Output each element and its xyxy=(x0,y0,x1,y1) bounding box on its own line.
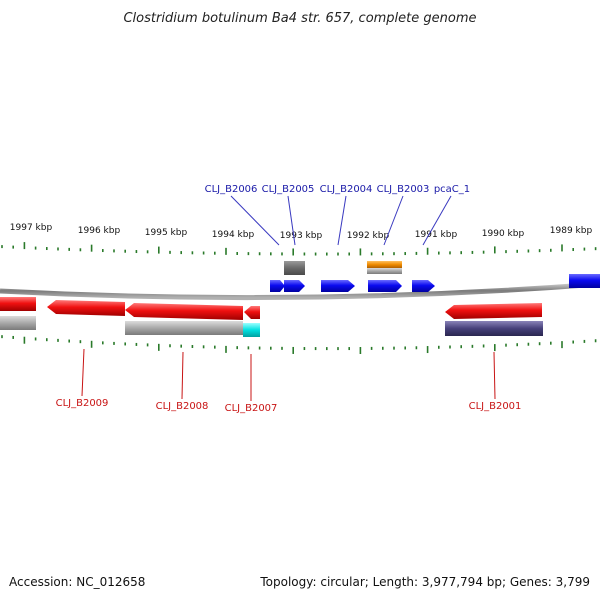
leader-b2001 xyxy=(493,351,496,400)
gene-arrow-right-edge[interactable] xyxy=(569,274,600,288)
kbp-label-1993: 1993 kbp xyxy=(280,231,323,241)
outer-tick-row xyxy=(1,242,597,256)
leader-b2004 xyxy=(337,195,347,246)
leader-b2008 xyxy=(181,351,184,400)
kbp-label-1991: 1991 kbp xyxy=(415,230,458,240)
label-b2004[interactable]: CLJ_B2004 xyxy=(320,184,373,195)
accession-text: Accession: NC_012658 xyxy=(9,575,145,589)
kbp-label-1989: 1989 kbp xyxy=(550,226,593,236)
bottom-gene-labels: CLJ_B2009 CLJ_B2008 CLJ_B2007 CLJ_B2001 xyxy=(56,398,522,414)
gene-arrow-b2008[interactable] xyxy=(125,303,243,320)
kbp-label-1996: 1996 kbp xyxy=(78,226,121,236)
gene-arrow-b2001[interactable] xyxy=(445,303,542,319)
leader-b2003 xyxy=(383,195,404,246)
gray-feature-b2008[interactable] xyxy=(125,321,243,335)
leader-b2009 xyxy=(81,348,85,397)
kbp-label-1990: 1990 kbp xyxy=(482,229,525,239)
gene-arrow-b2004[interactable] xyxy=(321,280,355,292)
leader-b2006 xyxy=(230,195,280,246)
kbp-labels: 1997 kbp 1996 kbp 1995 kbp 1994 kbp 1993… xyxy=(10,223,593,241)
gene-arrow-b2006[interactable] xyxy=(270,280,285,292)
map-title: Clostridium botulinum Ba4 str. 657, comp… xyxy=(123,11,476,26)
label-b2005[interactable]: CLJ_B2005 xyxy=(262,184,315,195)
gene-arrow-b2007[interactable] xyxy=(244,306,260,319)
reverse-features xyxy=(0,297,543,337)
label-b2003[interactable]: CLJ_B2003 xyxy=(377,184,430,195)
label-b2006[interactable]: CLJ_B2006 xyxy=(205,184,258,195)
top-gene-labels: CLJ_B2006 CLJ_B2005 CLJ_B2004 CLJ_B2003 … xyxy=(205,184,471,195)
label-b2007[interactable]: CLJ_B2007 xyxy=(225,403,278,414)
topology-summary: Topology: circular; Length: 3,977,794 bp… xyxy=(259,575,590,589)
kbp-label-1995: 1995 kbp xyxy=(145,228,188,238)
forward-features xyxy=(270,261,600,292)
leader-b2005 xyxy=(287,195,296,246)
top-label-leaders xyxy=(230,195,452,246)
label-pcac1[interactable]: pcaC_1 xyxy=(434,184,470,195)
gene-arrow-left-edge[interactable] xyxy=(0,297,36,311)
dark-gray-feature[interactable] xyxy=(284,261,305,275)
orange-feature[interactable] xyxy=(367,261,402,268)
kbp-label-1994: 1994 kbp xyxy=(212,230,255,240)
label-b2009[interactable]: CLJ_B2009 xyxy=(56,398,109,409)
genome-backbone xyxy=(0,281,600,301)
gene-arrow-b2005[interactable] xyxy=(284,280,305,292)
gene-arrow-b2003[interactable] xyxy=(368,280,402,292)
kbp-label-1992: 1992 kbp xyxy=(347,231,390,241)
label-b2008[interactable]: CLJ_B2008 xyxy=(156,401,209,412)
navy-feature[interactable] xyxy=(445,321,543,336)
cyan-feature[interactable] xyxy=(243,323,260,337)
leader-pcac1 xyxy=(422,195,452,246)
gene-arrow-b2009[interactable] xyxy=(47,300,125,316)
inner-tick-row xyxy=(1,335,597,354)
kbp-label-1997: 1997 kbp xyxy=(10,223,53,233)
bottom-label-leaders xyxy=(81,348,496,401)
label-b2001[interactable]: CLJ_B2001 xyxy=(469,401,522,412)
gray-feature-top[interactable] xyxy=(367,268,402,274)
gene-arrow-pcac1[interactable] xyxy=(412,280,435,292)
gray-feature-left[interactable] xyxy=(0,316,36,330)
